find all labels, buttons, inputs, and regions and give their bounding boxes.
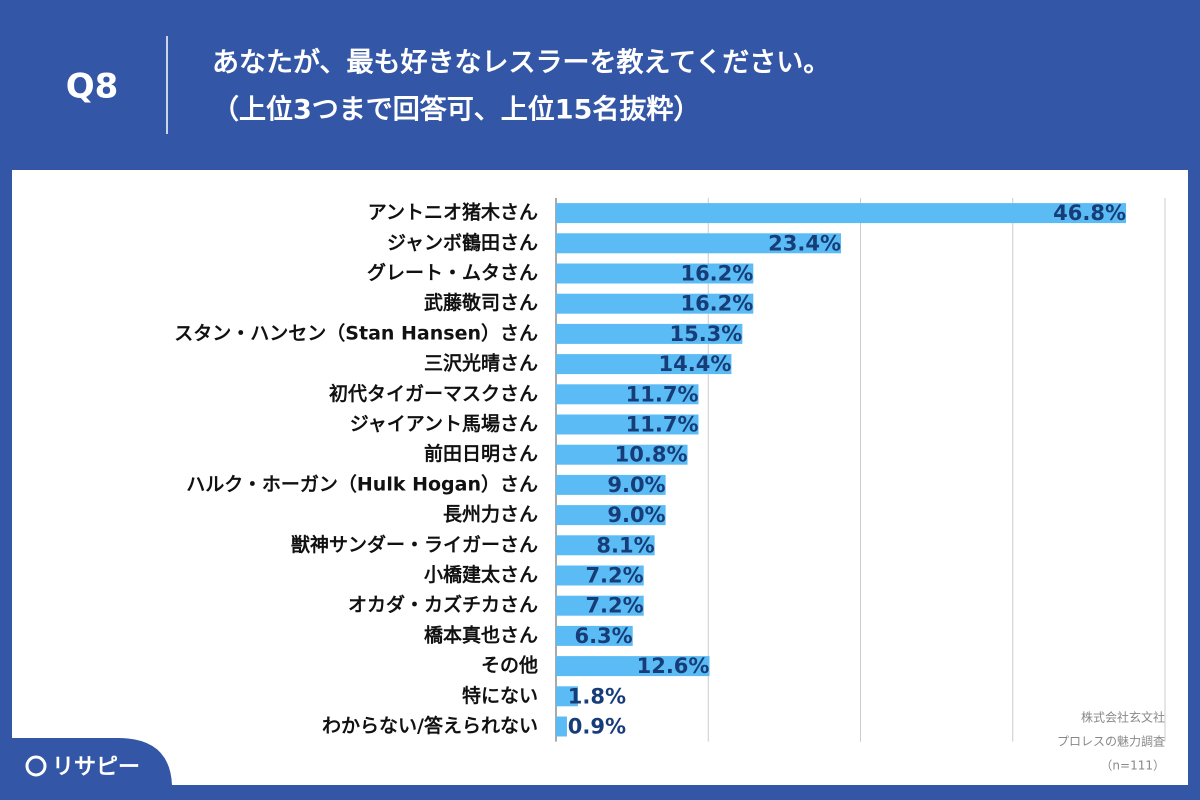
category-label: ジャイアント馬場さん bbox=[350, 413, 538, 435]
bar bbox=[556, 565, 644, 586]
bar bbox=[556, 595, 644, 616]
value-label: 9.0% bbox=[607, 473, 665, 497]
value-label: 11.7% bbox=[626, 382, 699, 406]
value-label: 23.4% bbox=[768, 231, 841, 255]
bar bbox=[556, 474, 666, 495]
value-label: 16.2% bbox=[680, 292, 753, 316]
category-label: 三沢光晴さん bbox=[424, 352, 538, 375]
value-label: 8.1% bbox=[596, 533, 654, 557]
category-label: その他 bbox=[481, 654, 538, 677]
logo: リサピー bbox=[52, 755, 140, 780]
category-label: 小橋建太さん bbox=[424, 563, 538, 586]
bar bbox=[556, 686, 578, 707]
category-label: 初代タイガーマスクさん bbox=[329, 382, 538, 405]
value-label: 7.2% bbox=[585, 594, 643, 618]
bar bbox=[556, 656, 710, 677]
category-label: 獣神サンダー・ライガーさん bbox=[291, 533, 538, 556]
category-label: ジャンボ鶴田さん bbox=[387, 231, 538, 254]
bar bbox=[556, 323, 743, 344]
title-line: あなたが、最も好きなレスラーを教えてください。 bbox=[212, 47, 830, 79]
bar bbox=[556, 354, 732, 375]
value-label: 1.8% bbox=[568, 684, 626, 708]
value-label: 16.2% bbox=[680, 262, 753, 286]
category-label: グレート・ムタさん bbox=[367, 261, 538, 284]
category-label: スタン・ハンセン（Stan Hansen）さん bbox=[174, 321, 538, 344]
category-label: 橋本真也さん bbox=[424, 623, 538, 646]
category-label: わからない/答えられない bbox=[322, 714, 538, 737]
value-label: 10.8% bbox=[615, 443, 688, 467]
bar bbox=[556, 444, 688, 465]
value-label: 14.4% bbox=[659, 352, 732, 376]
value-label: 9.0% bbox=[607, 503, 665, 527]
title-line: （上位3つまで回答可、上位15名抜粋） bbox=[212, 94, 700, 126]
value-label: 12.6% bbox=[637, 654, 710, 678]
category-label: 前田日明さん bbox=[424, 442, 538, 465]
value-label: 15.3% bbox=[669, 322, 742, 346]
source: 株式会社玄文社 bbox=[1081, 710, 1165, 725]
category-label: オカダ・カズチカさん bbox=[348, 593, 538, 616]
source: プロレスの魅力調査 bbox=[1057, 734, 1165, 749]
value-label: 0.9% bbox=[568, 715, 626, 739]
bar bbox=[556, 233, 842, 254]
bar bbox=[556, 384, 699, 405]
value-label: 46.8% bbox=[1053, 201, 1126, 225]
value-label: 7.2% bbox=[585, 564, 643, 588]
category-label: 長州力さん bbox=[443, 503, 538, 526]
bar bbox=[556, 535, 655, 556]
bar bbox=[556, 625, 633, 646]
category-label: 武藤敬司さん bbox=[424, 291, 538, 314]
bar bbox=[556, 505, 666, 526]
bar bbox=[556, 414, 699, 435]
bar bbox=[556, 716, 567, 737]
logo-icon bbox=[25, 755, 47, 777]
bar bbox=[556, 263, 754, 284]
source: （n=111） bbox=[1100, 759, 1165, 773]
logo-tab bbox=[0, 738, 172, 800]
bar bbox=[556, 293, 754, 314]
category-label: 特にない bbox=[462, 685, 538, 707]
category-label: アントニオ猪木さん bbox=[368, 201, 538, 224]
bar bbox=[556, 203, 1127, 224]
value-label: 6.3% bbox=[574, 624, 632, 648]
question-label: Q8 bbox=[66, 67, 119, 107]
category-label: ハルク・ホーガン（Hulk Hogan）さん bbox=[186, 472, 538, 495]
value-label: 11.7% bbox=[626, 413, 699, 437]
